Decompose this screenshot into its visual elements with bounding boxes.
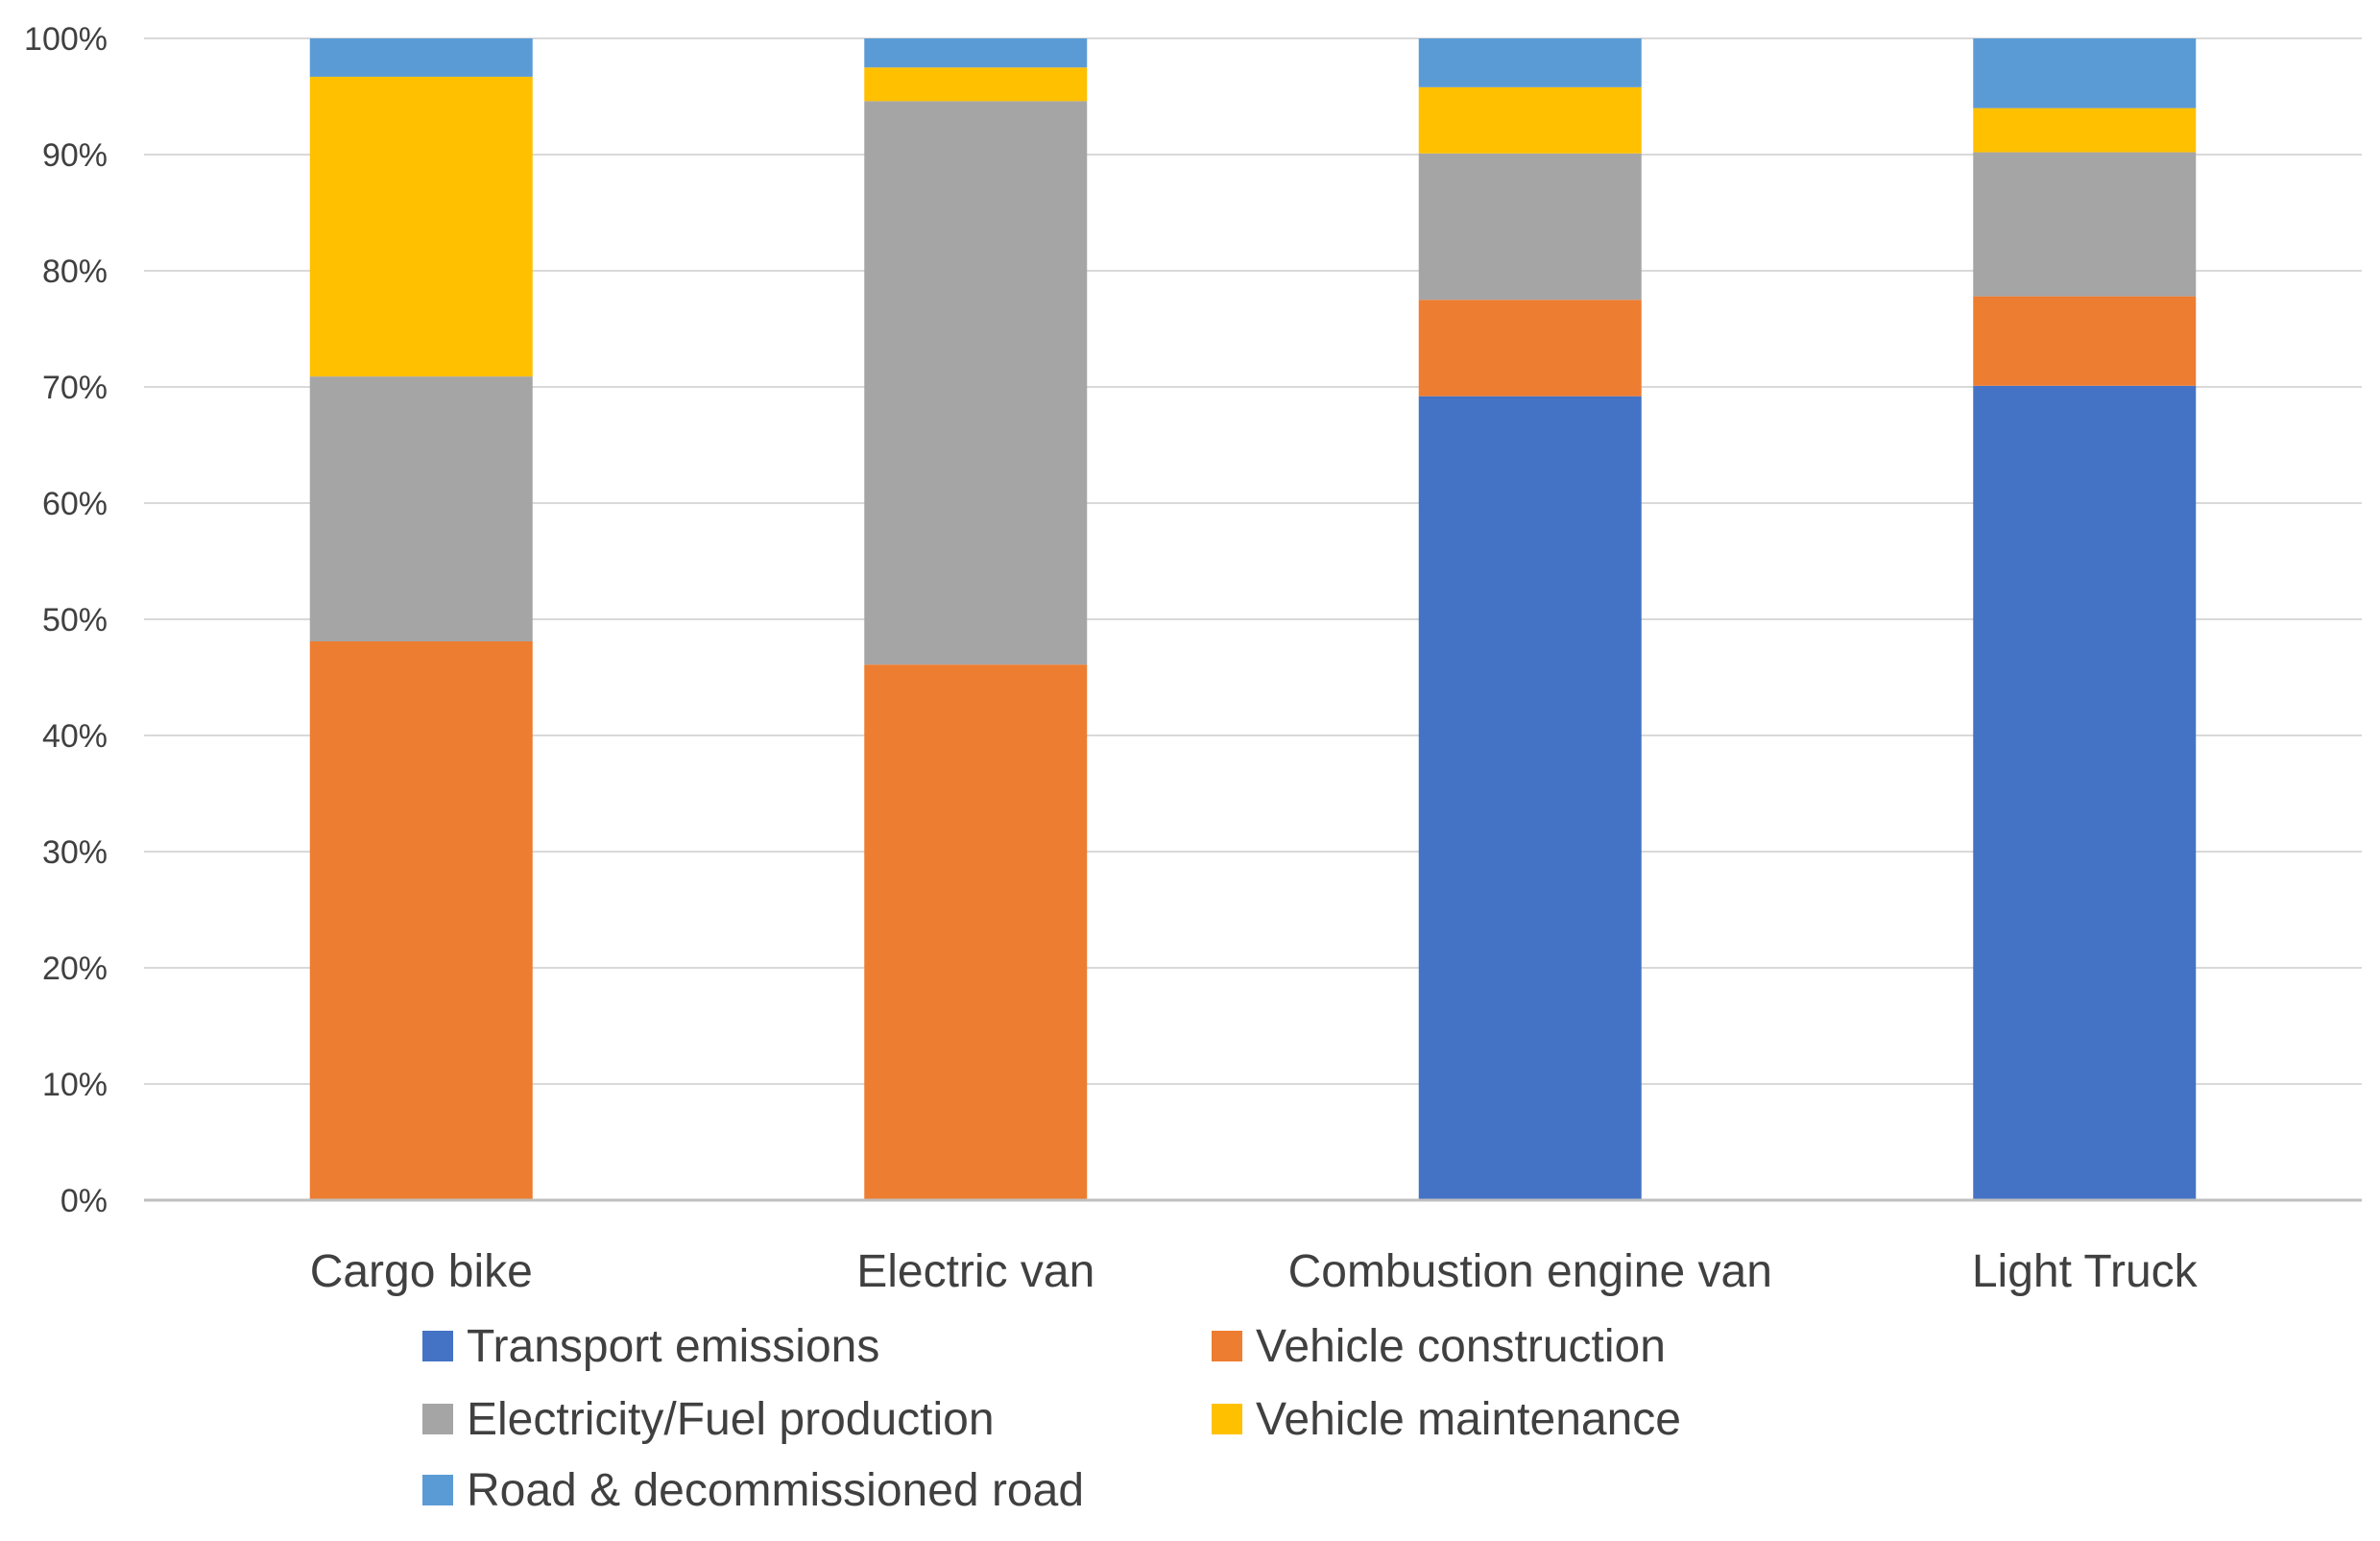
bar-segment bbox=[1418, 38, 1642, 87]
legend-label: Vehicle construction bbox=[1256, 1321, 1666, 1372]
bar-segment bbox=[309, 38, 533, 77]
y-tick-label: 70% bbox=[42, 370, 108, 406]
legend-swatch bbox=[422, 1331, 453, 1361]
bar-segment bbox=[1973, 108, 2197, 153]
y-tick-label: 100% bbox=[24, 21, 108, 58]
legend-label: Transport emissions bbox=[467, 1321, 879, 1372]
bars bbox=[309, 38, 2197, 1200]
bar-segment bbox=[1973, 38, 2197, 108]
y-tick-label: 80% bbox=[42, 253, 108, 290]
bar-segment bbox=[1973, 385, 2197, 1200]
bar-segment bbox=[1973, 152, 2197, 297]
x-tick-label: Combustion engine van bbox=[1288, 1246, 1772, 1297]
y-tick-label: 20% bbox=[42, 951, 108, 987]
bar-segment bbox=[864, 664, 1088, 1200]
legend-swatch bbox=[1212, 1331, 1242, 1361]
bar-segment bbox=[864, 67, 1088, 102]
legend-label: Road & decommissioned road bbox=[467, 1465, 1084, 1516]
legend-label: Vehicle maintenance bbox=[1256, 1394, 1681, 1445]
bar-segment bbox=[1418, 396, 1642, 1200]
y-tick-label: 0% bbox=[60, 1183, 108, 1219]
legend-swatch bbox=[1212, 1404, 1242, 1434]
y-tick-label: 30% bbox=[42, 834, 108, 871]
x-tick-label: Cargo bike bbox=[310, 1246, 533, 1297]
bar-segment bbox=[309, 640, 533, 1200]
axes: 0% 10% 20% 30% 40% 50% 60% 70% 80% 90% 100% Cargo b… bbox=[24, 21, 2362, 1297]
bar-segment bbox=[864, 101, 1088, 665]
y-tick-label: 50% bbox=[42, 602, 108, 638]
bar-segment bbox=[309, 376, 533, 641]
legend: Transport emissions Vehicle construction E… bbox=[422, 1321, 1681, 1516]
bar-segment bbox=[1973, 296, 2197, 386]
y-tick-label: 10% bbox=[42, 1067, 108, 1103]
x-tick-label: Light Truck bbox=[1972, 1246, 2199, 1297]
legend-swatch bbox=[422, 1404, 453, 1434]
bar-segment bbox=[309, 76, 533, 377]
x-tick-label: Electric van bbox=[856, 1246, 1094, 1297]
bar-segment bbox=[1418, 86, 1642, 154]
y-tick-label: 60% bbox=[42, 486, 108, 522]
legend-swatch bbox=[422, 1475, 453, 1505]
bar-segment bbox=[1418, 300, 1642, 397]
bar-segment bbox=[1418, 153, 1642, 301]
legend-label: Electricity/Fuel production bbox=[467, 1394, 995, 1445]
y-tick-label: 40% bbox=[42, 718, 108, 755]
bar-segment bbox=[864, 38, 1088, 68]
y-tick-label: 90% bbox=[42, 137, 108, 174]
